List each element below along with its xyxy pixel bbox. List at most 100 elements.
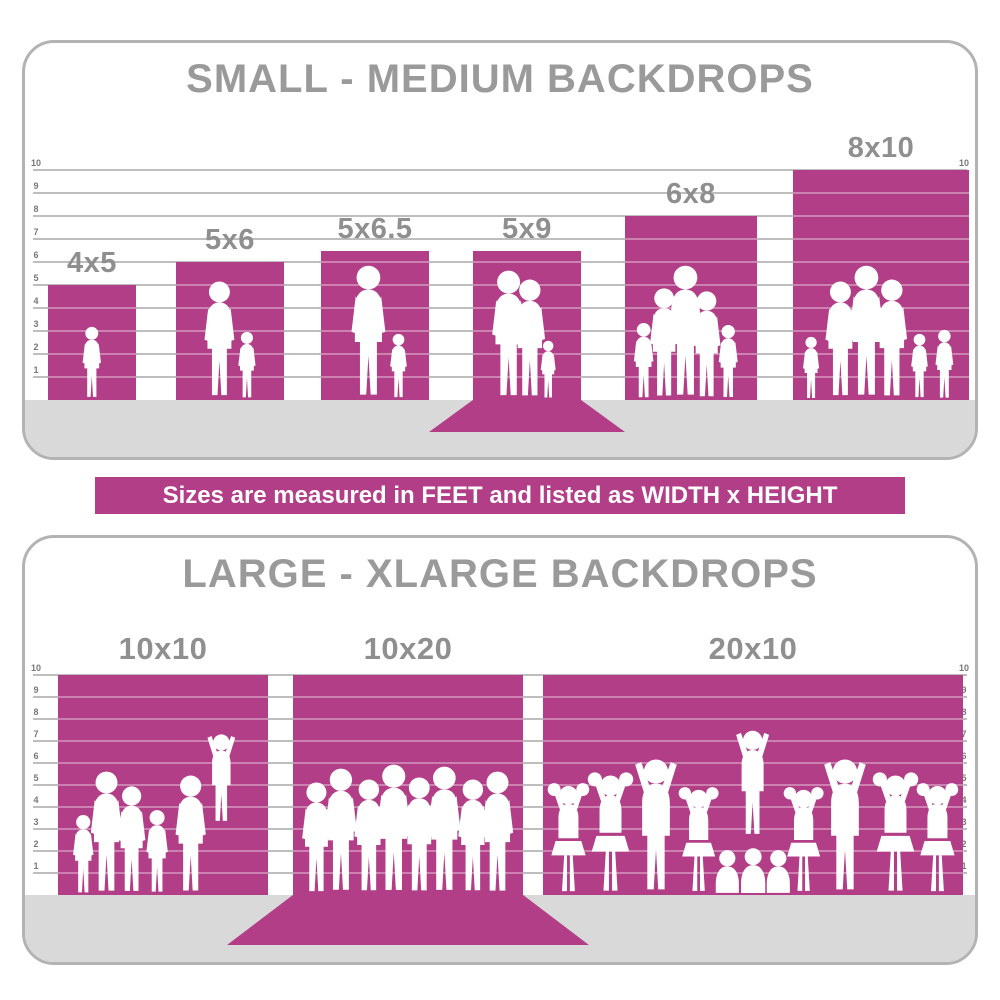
ruler-line-overlay: [48, 376, 136, 378]
ruler-number-left: 3: [33, 817, 39, 827]
ruler-number-left: 6: [33, 751, 39, 761]
child-person-silhouette: [718, 325, 738, 398]
ruler-line-overlay: [58, 696, 268, 698]
bar-size-label: 10x10: [118, 631, 208, 666]
ruler-number-left: 4: [33, 795, 39, 805]
ruler-number-left: 7: [33, 227, 39, 237]
adult-person-silhouette: [482, 771, 514, 891]
ruler-line-overlay: [176, 376, 284, 378]
ruler-number-right: 7: [961, 729, 967, 739]
ruler-number-left: 4: [33, 296, 39, 306]
ruler-line-overlay: [321, 261, 429, 263]
ruler-line-overlay: [58, 806, 268, 808]
pom-person-silhouette: [547, 782, 589, 891]
ruler-number-left: 10: [30, 663, 41, 673]
ruler-line-overlay: [625, 261, 757, 263]
child-person-silhouette: [911, 334, 929, 398]
ruler-number-left: 2: [33, 839, 39, 849]
ruler-line-overlay: [793, 376, 969, 378]
ruler-line-overlay: [293, 762, 523, 764]
ruler-number-right: 2: [961, 839, 967, 849]
child-person-silhouette: [935, 329, 954, 398]
bar-size-label: 6x8: [666, 178, 716, 210]
backdrop-floor-sweep: [227, 895, 589, 945]
ruler-line-overlay: [793, 261, 969, 263]
ruler-line: [33, 169, 967, 171]
ruler-number-right: 10: [958, 663, 969, 673]
ruler-number-right: 5: [961, 773, 967, 783]
ruler-line-overlay: [543, 696, 963, 698]
ruler-line-overlay: [176, 353, 284, 355]
bar-size-label: 10x20: [363, 631, 453, 666]
child-person-silhouette: [390, 334, 408, 398]
ruler-line-overlay: [293, 784, 523, 786]
ruler-number-left: 9: [33, 181, 39, 191]
large-xlarge-chart-area: 1 1 2 2 3 3 4 4 5 5 6 6 7 7 8 8 9 9 10 10 10x10 10x20 20x10: [25, 538, 975, 962]
ruler-number-right: 3: [961, 817, 967, 827]
ruler-number-left: 8: [33, 707, 39, 717]
child-person-silhouette: [541, 340, 557, 398]
armsup-person-silhouette: [635, 759, 678, 890]
bar-size-label: 8x10: [847, 132, 915, 164]
ruler-number-left: 10: [30, 158, 41, 168]
ruler-line-overlay: [58, 718, 268, 720]
ruler-number-right: 9: [961, 685, 967, 695]
ruler-number-right: 1: [961, 861, 967, 871]
small-medium-chart-area: 11223344556677889910104x55x65x6.55x96x88…: [25, 43, 975, 457]
ruler-line-overlay: [543, 806, 963, 808]
small-medium-panel-title: SMALL - MEDIUM BACKDROPS: [186, 57, 814, 101]
ruler-line-overlay: [793, 353, 969, 355]
ruler-line-overlay: [293, 696, 523, 698]
ruler-number-left: 7: [33, 729, 39, 739]
ruler-line-overlay: [473, 261, 581, 263]
ruler-line-overlay: [48, 307, 136, 309]
large-xlarge-panel: LARGE - XLARGE BACKDROPS 1 1 2 2 3 3 4 4 5 5 6 6 7 7 8…: [22, 535, 978, 965]
ruler-line-overlay: [625, 238, 757, 240]
armsup-person-silhouette: [824, 759, 867, 890]
pom-person-silhouette: [917, 782, 959, 891]
ruler-number-right: 4: [961, 795, 967, 805]
ruler-line-overlay: [293, 740, 523, 742]
pom-person-silhouette: [873, 771, 919, 891]
ruler-line-overlay: [58, 872, 268, 874]
ruler-line-overlay: [793, 284, 969, 286]
ruler-line-overlay: [293, 872, 523, 874]
bar-size-label: 4x5: [67, 247, 117, 279]
bar-size-label: 5x6.5: [337, 212, 413, 245]
child-person-silhouette: [238, 331, 256, 398]
ruler-line-overlay: [58, 740, 268, 742]
ruler-line: [33, 215, 967, 217]
ruler-number-left: 3: [33, 319, 39, 329]
ruler-number-right: 10: [958, 158, 969, 168]
ruler-line-overlay: [293, 718, 523, 720]
bar-size-label: 20x10: [708, 631, 798, 666]
ruler-line-overlay: [293, 850, 523, 852]
kneel-person-silhouette: [766, 849, 790, 893]
ruler-line-overlay: [176, 284, 284, 286]
ruler-line: [33, 238, 967, 240]
ruler-line-overlay: [793, 192, 969, 194]
ruler-number-right: 8: [961, 707, 967, 717]
pom-person-silhouette: [587, 771, 633, 891]
child-person-silhouette: [82, 327, 102, 398]
ruler-line-overlay: [543, 718, 963, 720]
small-medium-panel: SMALL - MEDIUM BACKDROPS 112233445566778…: [22, 40, 978, 460]
ruler-line-overlay: [793, 215, 969, 217]
ruler-line-overlay: [543, 828, 963, 830]
armsup-person-silhouette: [736, 730, 770, 834]
ruler-number-left: 2: [33, 342, 39, 352]
bar-size-label: 5x6: [205, 224, 255, 256]
armsup-person-silhouette: [207, 734, 236, 822]
measurement-note-banner: Sizes are measured in FEET and listed as…: [95, 477, 905, 514]
ruler-number-left: 1: [33, 365, 39, 375]
ruler-line-overlay: [793, 238, 969, 240]
ruler-number-left: 5: [33, 273, 39, 283]
large-xlarge-panel-title: LARGE - XLARGE BACKDROPS: [182, 552, 818, 596]
ruler-line-overlay: [793, 307, 969, 309]
ruler-number-left: 8: [33, 204, 39, 214]
ruler-line-overlay: [58, 784, 268, 786]
ruler-number-left: 6: [33, 250, 39, 260]
ruler-line: [33, 192, 967, 194]
ruler-line-overlay: [176, 307, 284, 309]
